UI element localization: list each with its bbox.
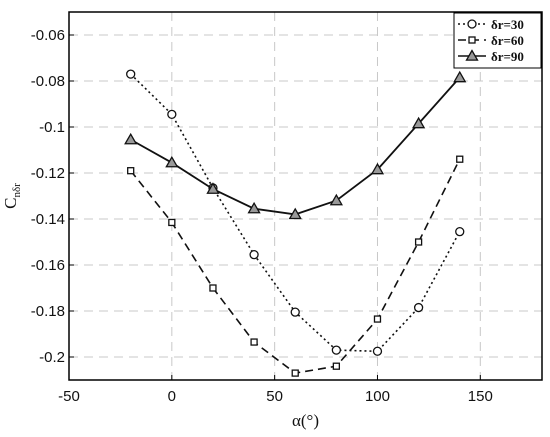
data-point-triangle — [453, 70, 467, 83]
data-point-square — [168, 218, 176, 227]
y-tick-label: -0.18 — [31, 303, 65, 320]
data-point-circle — [413, 302, 424, 313]
data-point-square — [250, 338, 258, 346]
y-tick-label: -0.12 — [31, 165, 65, 182]
data-point-square — [332, 362, 340, 370]
data-point-triangle — [465, 49, 479, 61]
data-point-triangle — [206, 182, 220, 194]
y-axis-label-subscript: nδr — [11, 183, 23, 198]
data-point-circle — [455, 226, 465, 237]
y-tick-label: -0.14 — [31, 211, 65, 228]
legend-label: δr=60 — [491, 33, 524, 48]
x-tick-label: 50 — [266, 388, 283, 405]
data-point-square — [127, 167, 135, 175]
y-axis-label-main: C — [1, 198, 20, 209]
data-point-triangle — [165, 155, 179, 168]
data-point-triangle — [124, 132, 138, 145]
data-point-triangle — [370, 162, 385, 175]
data-point-square — [456, 155, 464, 163]
data-point-square — [291, 369, 299, 377]
data-point-circle — [126, 69, 136, 79]
legend-label: δr=30 — [491, 17, 524, 32]
data-point-circle — [331, 345, 341, 355]
y-tick-label: -0.16 — [31, 257, 65, 274]
series-2 — [127, 155, 464, 377]
x-tick-label: 150 — [468, 388, 493, 405]
data-point-circle — [290, 307, 300, 317]
series-line — [130, 158, 461, 374]
y-axis-label: Cnδr — [1, 183, 23, 209]
data-point-circle — [467, 19, 477, 29]
data-point-triangle — [247, 201, 261, 214]
data-point-circle — [372, 346, 383, 356]
series-line — [130, 76, 461, 216]
data-point-triangle — [329, 193, 343, 206]
series-layer — [124, 69, 467, 377]
data-point-circle — [249, 249, 259, 260]
x-tick-label: -50 — [58, 388, 80, 405]
series-3 — [124, 70, 467, 220]
data-point-square — [468, 36, 476, 44]
x-axis-label: α(°) — [292, 411, 319, 430]
legend-label: δr=90 — [491, 49, 524, 64]
data-point-square — [209, 284, 217, 292]
y-tick-label: -0.06 — [31, 27, 65, 44]
data-point-triangle — [411, 116, 426, 129]
x-tick-label: 100 — [365, 388, 390, 405]
ticks: -50 0 50 100 150 -0.2 -0.18 -0.16 -0.14 -0.12 -0.1… — [31, 27, 493, 405]
x-tick-label: 0 — [168, 388, 176, 405]
plot-area-frame — [68, 11, 543, 381]
data-point-triangle — [288, 207, 302, 220]
y-tick-label: -0.2 — [39, 349, 65, 366]
y-tick-label: -0.08 — [31, 73, 65, 90]
data-point-square — [373, 315, 382, 323]
y-tick-label: -0.1 — [39, 119, 65, 136]
data-point-square — [414, 238, 423, 246]
data-point-circle — [167, 109, 177, 119]
